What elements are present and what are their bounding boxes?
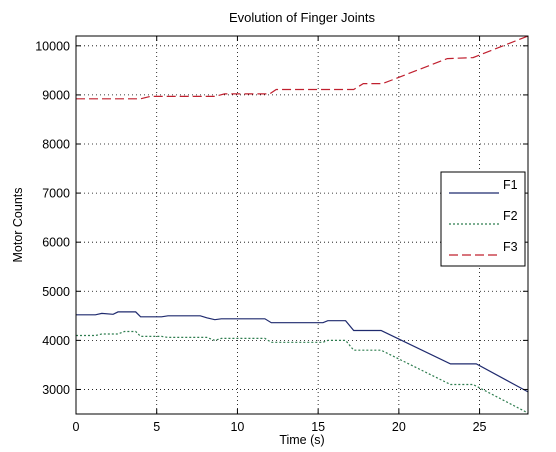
legend: F1 F2 F3 [440,171,526,267]
axis-ticks: 0 5 10 15 20 25 3000 4000 5000 6000 7000 8000 9000 10… [35,36,528,434]
x-tick-label: 10 [230,420,244,434]
y-tick-label: 9000 [42,88,70,102]
legend-label-f3: F3 [503,240,518,254]
x-tick-label: 25 [473,420,487,434]
legend-label-f2: F2 [503,209,518,223]
y-tick-label: 4000 [42,334,70,348]
y-tick-label: 7000 [42,187,70,201]
legend-label-f1: F1 [503,178,518,192]
chart-title: Evolution of Finger Joints [229,10,375,25]
y-tick-label: 3000 [42,383,70,397]
y-tick-label: 10000 [35,39,70,53]
plot-series [76,35,529,414]
y-axis-label: Motor Counts [11,187,25,262]
series-line-f1 [76,311,529,393]
legend-box [440,171,526,267]
series-line-f3 [76,35,529,100]
x-tick-label: 5 [153,420,160,434]
plot-frame [75,35,529,415]
x-axis-label: Time (s) [279,433,324,447]
series-line-f2 [76,330,529,414]
y-tick-label: 5000 [42,285,70,299]
x-tick-label: 20 [392,420,406,434]
y-tick-label: 6000 [42,236,70,250]
y-tick-label: 8000 [42,138,70,152]
x-tick-label: 0 [73,420,80,434]
x-tick-label: 15 [311,420,325,434]
